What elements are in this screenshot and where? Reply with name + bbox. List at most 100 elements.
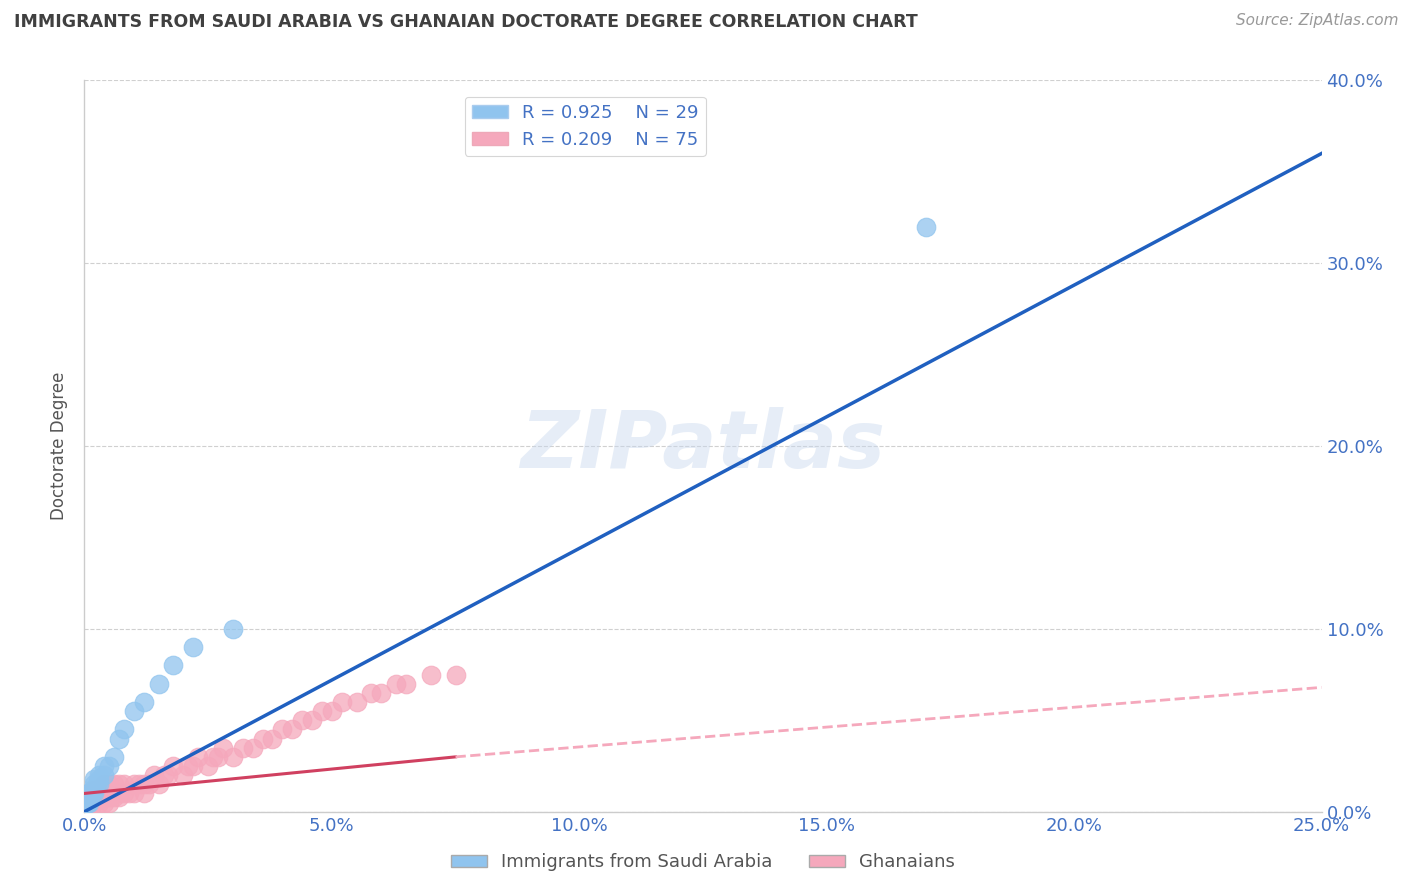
Point <box>181 759 204 773</box>
Point <box>76 796 98 810</box>
Point <box>212 740 235 755</box>
Point <box>77 796 100 810</box>
Point <box>89 790 111 805</box>
Point <box>132 777 155 791</box>
Point <box>385 676 408 690</box>
Point <box>79 787 101 801</box>
Point <box>80 782 103 797</box>
Point <box>157 768 180 782</box>
Point <box>103 787 125 801</box>
Point <box>242 740 264 755</box>
Point <box>83 787 105 801</box>
Point <box>103 749 125 764</box>
Point <box>89 772 111 786</box>
Y-axis label: Doctorate Degree: Doctorate Degree <box>51 372 69 520</box>
Point <box>89 782 111 797</box>
Point <box>93 759 115 773</box>
Point <box>128 777 150 791</box>
Point <box>79 796 101 810</box>
Point <box>138 777 160 791</box>
Point <box>122 704 145 718</box>
Point <box>98 796 121 810</box>
Point <box>321 704 343 718</box>
Point <box>108 787 131 801</box>
Point <box>252 731 274 746</box>
Point <box>89 787 111 801</box>
Point <box>83 772 105 786</box>
Point <box>76 796 98 810</box>
Point <box>301 714 323 728</box>
Point <box>122 777 145 791</box>
Point <box>419 667 441 681</box>
Point <box>86 790 108 805</box>
Point <box>152 768 174 782</box>
Point <box>162 759 184 773</box>
Point <box>98 790 121 805</box>
Point <box>93 790 115 805</box>
Point <box>83 782 105 797</box>
Point <box>181 640 204 655</box>
Point <box>93 782 115 797</box>
Point <box>281 723 304 737</box>
Point <box>291 714 314 728</box>
Point <box>103 777 125 791</box>
Point <box>79 796 101 810</box>
Point <box>330 695 353 709</box>
Point <box>346 695 368 709</box>
Point <box>112 777 135 791</box>
Point <box>86 777 108 791</box>
Point <box>444 667 467 681</box>
Point <box>83 790 105 805</box>
Point <box>148 777 170 791</box>
Point <box>80 790 103 805</box>
Point <box>79 796 101 810</box>
Point <box>202 749 225 764</box>
Point <box>98 787 121 801</box>
Point <box>83 787 105 801</box>
Point <box>80 787 103 801</box>
Point <box>108 777 131 791</box>
Point <box>187 749 209 764</box>
Point <box>77 796 100 810</box>
Point <box>98 759 121 773</box>
Point <box>93 768 115 782</box>
Point <box>207 749 229 764</box>
Point <box>93 796 115 810</box>
Text: IMMIGRANTS FROM SAUDI ARABIA VS GHANAIAN DOCTORATE DEGREE CORRELATION CHART: IMMIGRANTS FROM SAUDI ARABIA VS GHANAIAN… <box>14 13 918 31</box>
Point <box>370 686 392 700</box>
Point <box>98 777 121 791</box>
Text: Source: ZipAtlas.com: Source: ZipAtlas.com <box>1236 13 1399 29</box>
Point <box>395 676 418 690</box>
Point <box>79 787 101 801</box>
Legend: R = 0.925    N = 29, R = 0.209    N = 75: R = 0.925 N = 29, R = 0.209 N = 75 <box>464 96 706 156</box>
Point <box>118 787 141 801</box>
Point <box>360 686 382 700</box>
Point <box>172 768 194 782</box>
Point <box>79 790 101 805</box>
Point <box>177 759 200 773</box>
Point <box>75 796 97 810</box>
Point <box>122 787 145 801</box>
Point <box>76 796 98 810</box>
Point <box>262 731 284 746</box>
Point <box>108 731 131 746</box>
Point <box>162 658 184 673</box>
Point <box>79 790 101 805</box>
Point <box>311 704 333 718</box>
Point <box>148 676 170 690</box>
Point <box>271 723 294 737</box>
Point <box>108 790 131 805</box>
Point <box>232 740 254 755</box>
Point <box>103 790 125 805</box>
Point <box>142 768 165 782</box>
Point <box>83 782 105 797</box>
Point <box>83 796 105 810</box>
Point <box>914 219 936 234</box>
Point <box>112 787 135 801</box>
Legend: Immigrants from Saudi Arabia, Ghanaians: Immigrants from Saudi Arabia, Ghanaians <box>443 847 963 879</box>
Point <box>83 777 105 791</box>
Point <box>132 787 155 801</box>
Point <box>89 768 111 782</box>
Point <box>132 695 155 709</box>
Point <box>89 796 111 810</box>
